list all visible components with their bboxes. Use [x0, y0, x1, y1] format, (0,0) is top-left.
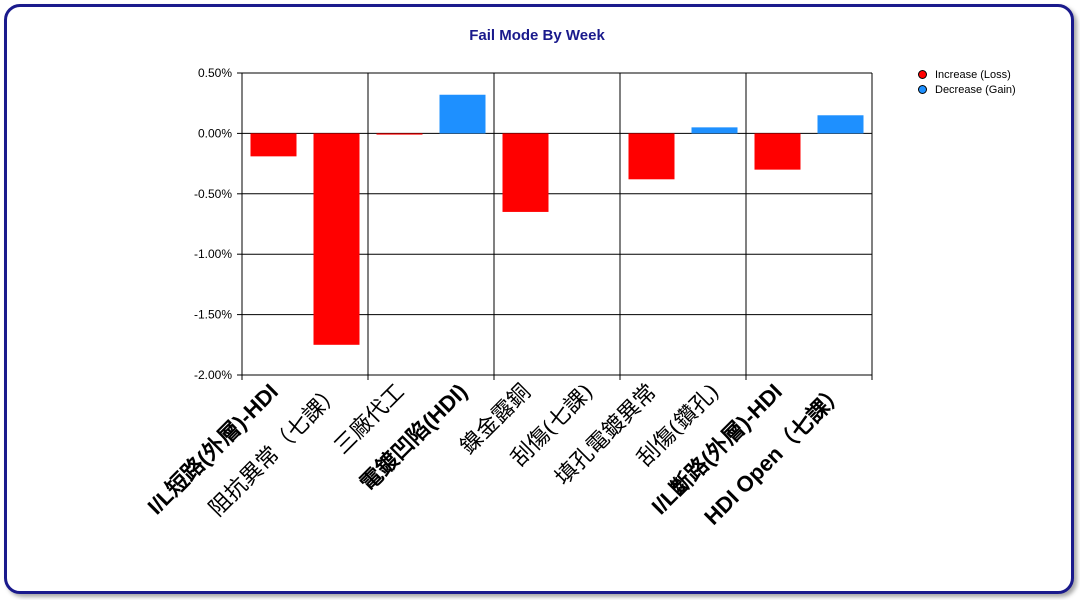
y-tick-label: -0.50% [194, 187, 232, 201]
chart-title: Fail Mode By Week [469, 27, 605, 44]
bar [439, 94, 486, 134]
y-tick-label: -2.00% [194, 368, 232, 382]
legend-label-loss: Increase (Loss) [935, 68, 1011, 81]
legend-label-gain: Decrease (Gain) [935, 83, 1016, 96]
legend-item-gain: Decrease (Gain) [918, 82, 1016, 97]
bar [502, 133, 549, 212]
bar [250, 133, 297, 157]
bar [628, 133, 675, 180]
bar [376, 133, 423, 135]
y-tick-label: -1.00% [194, 247, 232, 261]
legend: Increase (Loss) Decrease (Gain) [918, 67, 1016, 97]
legend-item-loss: Increase (Loss) [918, 67, 1016, 82]
x-tick-label: 電鍍凹陷(HDI) [355, 379, 472, 496]
y-tick-label: -1.50% [194, 308, 232, 322]
y-tick-label: 0.00% [198, 126, 232, 140]
chart-frame [4, 4, 1074, 594]
bar [691, 127, 738, 134]
bar [754, 133, 801, 170]
bar [817, 115, 864, 134]
y-tick-label: 0.50% [198, 66, 232, 80]
legend-swatch-loss [918, 70, 927, 79]
legend-swatch-gain [918, 85, 927, 94]
bar [313, 133, 360, 345]
